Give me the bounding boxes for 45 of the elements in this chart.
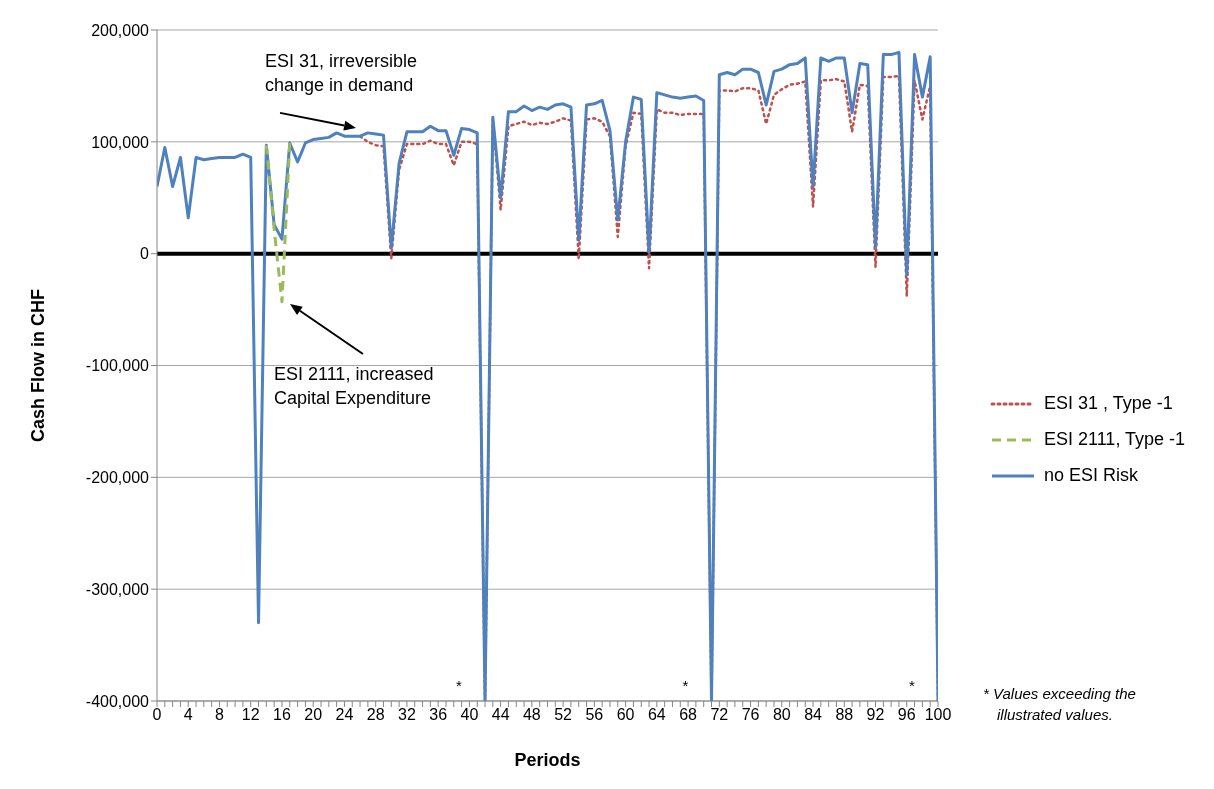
line-series [264, 141, 292, 304]
y-tick-label: -300,000 [85, 580, 150, 598]
x-tick-label: 84 [804, 706, 823, 724]
y-axis-title: Cash Flow in CHF [28, 289, 49, 442]
x-tick-label: 68 [679, 706, 698, 724]
annotation: * [681, 677, 690, 695]
annotation: ESI 31, irreversible change in demand [265, 49, 419, 97]
text: * Values exceeding the illustrated values. [983, 684, 1137, 725]
x-axis-title: Periods [514, 750, 581, 770]
legend-label: ESI 31 , Type -1 [1044, 393, 1173, 414]
x-tick-label: 60 [616, 706, 635, 724]
x-tick-label: 96 [897, 706, 916, 724]
y-tick-label: -200,000 [85, 469, 150, 487]
annotation: * [455, 677, 463, 695]
x-tick-label: 48 [522, 706, 541, 724]
y-tick-label: -400,000 [85, 692, 150, 710]
y-tick-label: -100,000 [85, 357, 150, 375]
x-tick-label: 40 [460, 706, 479, 724]
x-tick-label: 4 [183, 706, 193, 724]
x-tick-label: 88 [835, 706, 854, 724]
annotation: * [908, 677, 916, 695]
x-tick-label: 16 [273, 706, 291, 724]
legend-label: no ESI Risk [1044, 465, 1139, 486]
y-tick-label: 100,000 [91, 133, 150, 151]
annotation: ESI 2111, increased Capital Expenditure [274, 363, 435, 410]
x-tick-label: 8 [215, 706, 225, 724]
x-tick-label: 0 [152, 706, 162, 724]
x-tick-label: 80 [772, 706, 791, 724]
legend-label: ESI 2111, Type -1 [1044, 429, 1186, 450]
y-tick-label: 0 [140, 245, 150, 263]
x-tick-label: 64 [647, 706, 666, 724]
x-tick-label: 44 [491, 706, 510, 724]
x-tick-label: 52 [554, 706, 573, 724]
x-tick-label: 12 [241, 706, 260, 724]
x-tick-label: 20 [304, 706, 323, 724]
x-tick-label: 100 [924, 706, 952, 724]
y-tick-label: 200,000 [91, 21, 150, 39]
x-tick-label: 28 [366, 706, 385, 724]
x-tick-label: 72 [710, 706, 729, 724]
x-tick-label: 56 [585, 706, 604, 724]
x-tick-label: 36 [429, 706, 448, 724]
x-tick-label: 76 [741, 706, 760, 724]
x-tick-label: 24 [335, 706, 354, 724]
x-tick-label: 92 [866, 706, 885, 724]
x-tick-label: 32 [398, 706, 416, 724]
